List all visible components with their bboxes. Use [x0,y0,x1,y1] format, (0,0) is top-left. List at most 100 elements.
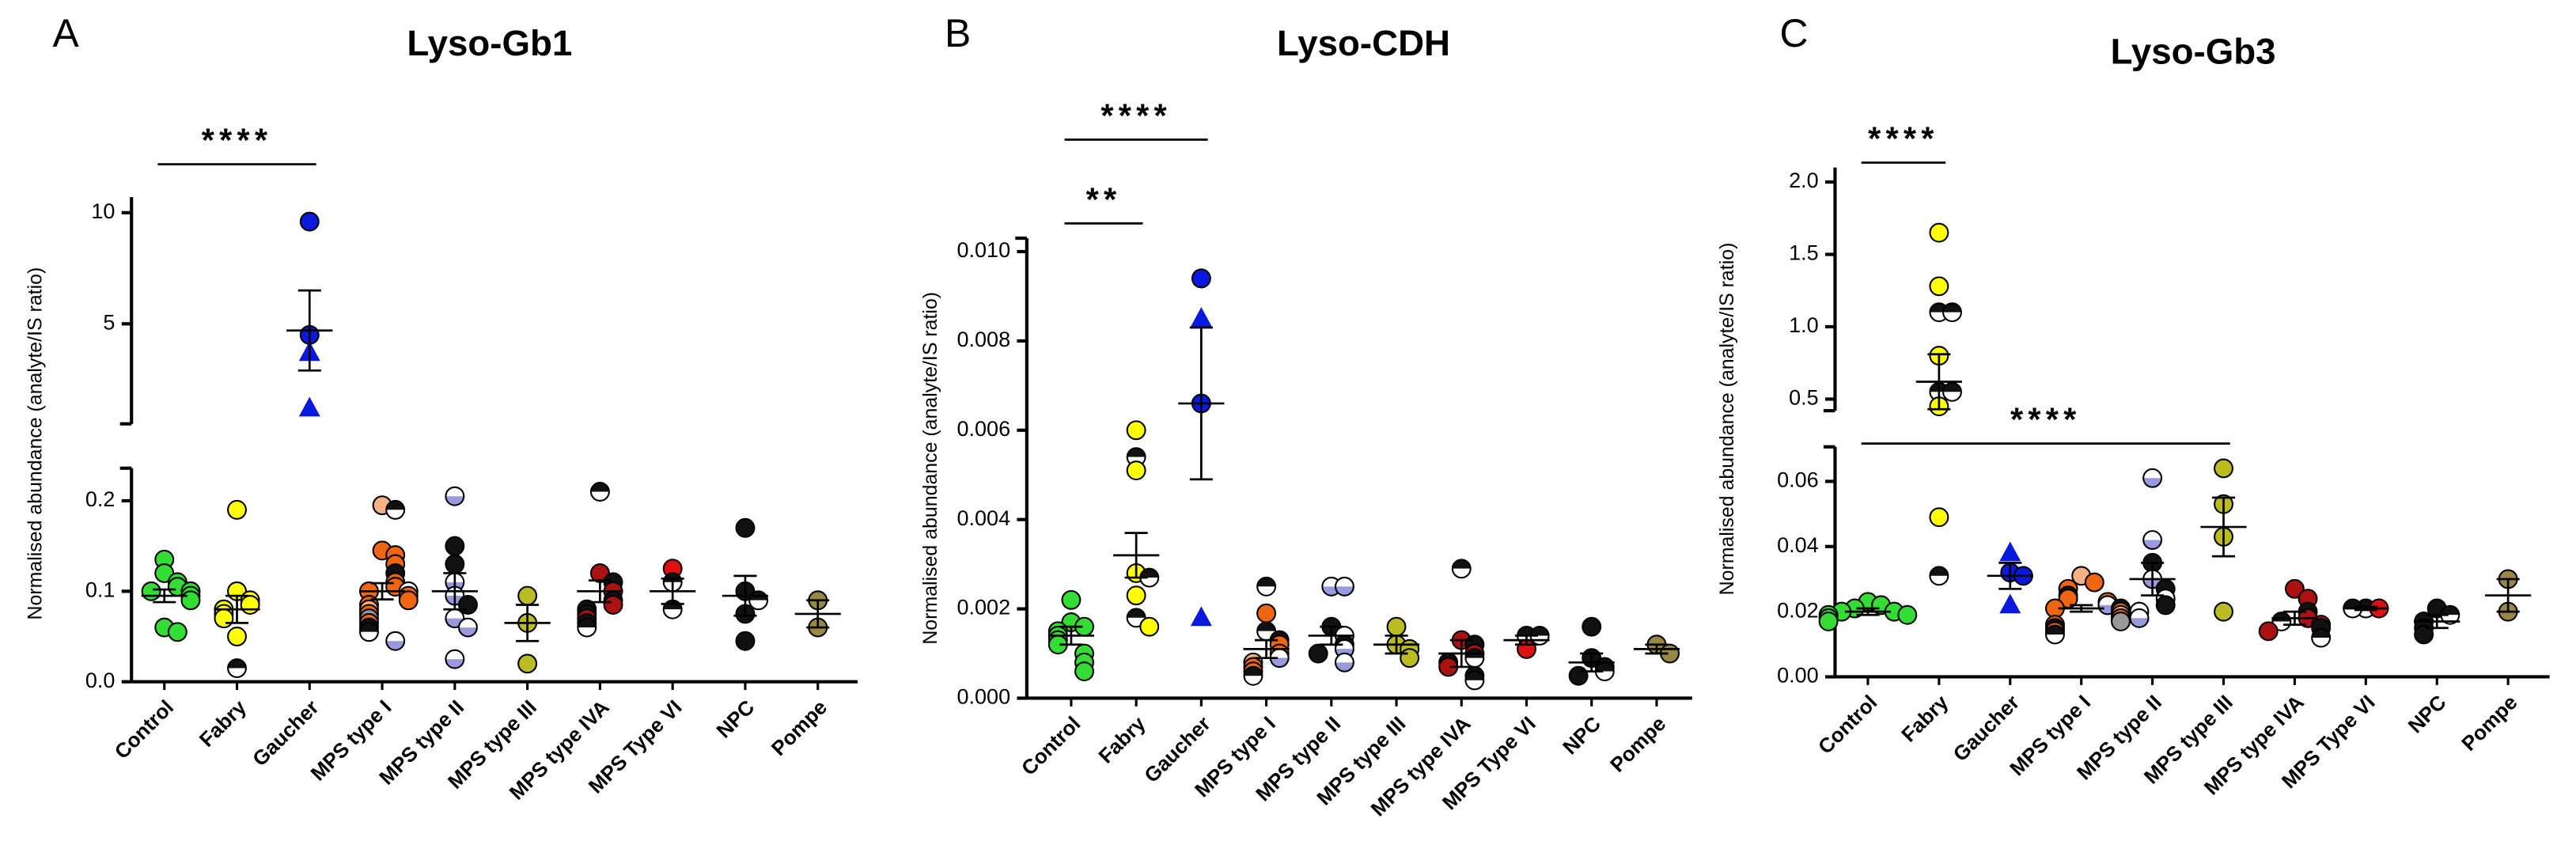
data-point [1818,612,1839,631]
error-bar [153,588,176,604]
y-axis-label: Normalised abundance (analyte/IS ratio) [1716,243,1738,596]
half-bottom [2312,638,2331,647]
data-point [1334,652,1354,672]
data-point [2155,595,2176,616]
half-top [1595,662,1614,672]
circle-marker [1818,612,1839,631]
error-bar-path [443,572,467,611]
error-bar-path [2496,578,2520,613]
data-point [1139,616,1160,637]
half-top [445,609,464,619]
data-point [1126,585,1146,606]
y-tick-label: 0.002 [957,596,1011,619]
circle-marker [2084,572,2104,593]
half-top [590,483,609,492]
error-bar-path [225,594,249,624]
half-top [1140,568,1159,578]
data-point [445,486,465,506]
data-point [1942,381,1962,402]
data-point [2084,572,2104,593]
half-top [1127,448,1146,457]
x-tick-label: Fabry [1898,691,1953,746]
half-bottom [663,609,682,619]
data-point [457,595,478,615]
half-top [386,631,405,642]
y-tick-label: 0.2 [85,487,116,511]
half-bottom [386,641,405,650]
error-bar [2425,613,2449,630]
error-bar [1998,562,2022,590]
error-bar [2211,496,2236,558]
circle-marker [299,211,320,232]
data-point [1190,307,1212,328]
data-point [385,631,406,651]
half-top [1335,653,1354,663]
error-bar [297,289,321,372]
data-point [2214,458,2233,479]
data-point [1334,576,1354,597]
chart-title: Lyso-Gb3 [2111,32,2276,72]
circle-marker [227,627,247,646]
circle-marker [398,590,419,611]
data-point [2129,608,2150,628]
data-point [167,622,188,642]
data-point [1386,616,1407,637]
triangle-marker [1190,307,1212,328]
error-bar-path [2354,605,2377,612]
circle-marker [2258,621,2279,642]
y-tick-label: 1.0 [1789,313,1819,337]
half-top [1335,627,1354,636]
data-point [1190,606,1212,627]
data-point [1942,302,1962,323]
circle-marker [2214,458,2233,479]
data-point [298,396,320,417]
y-tick-label: 10 [91,199,115,223]
circle-marker [1126,460,1146,481]
y-tick-label: 1.5 [1789,241,1819,265]
marker-outline [1243,665,1263,686]
data-point [1126,420,1146,441]
half-bottom [1943,312,1961,322]
error-bar-path [733,574,757,617]
error-bar-path [153,588,176,604]
circle-marker [1400,648,1420,669]
data-point [1126,460,1146,481]
y-tick-label: 0.5 [1789,386,1819,410]
error-bar-path [370,582,394,600]
y-tick-label: 0.004 [957,506,1011,530]
data-point [603,595,623,615]
error-bar-path [2282,610,2306,626]
data-point [1191,268,1211,289]
circle-marker [2111,612,2131,631]
error-bar-path [297,289,321,372]
data-point [141,581,161,601]
data-point [577,617,597,638]
x-tick-label: Pompe [2458,691,2522,756]
error-bar [2496,578,2520,613]
circle-marker [214,608,234,629]
half-bottom [1140,578,1159,587]
data-point [1074,661,1094,682]
circle-marker [1061,589,1082,610]
data-point [1897,604,1918,625]
marker-outline [1334,652,1354,672]
error-bar [1320,625,1343,646]
error-bar [1514,635,1539,646]
x-tick-label: NPC [713,696,760,743]
circle-marker [457,595,478,615]
half-bottom [749,600,767,610]
half-top [1943,303,1961,313]
data-point [457,617,478,638]
x-tick-label: Pompe [767,696,832,760]
data-point [735,631,756,651]
data-point [589,482,610,502]
data-point [1999,593,2021,614]
half-top [228,659,246,669]
marker-outline [2271,612,2292,631]
half-bottom [2143,540,2162,549]
data-point [2142,468,2163,488]
circle-marker [180,590,201,611]
data-point [385,499,406,520]
circle-marker [735,631,756,651]
marker-outline [2142,530,2163,551]
